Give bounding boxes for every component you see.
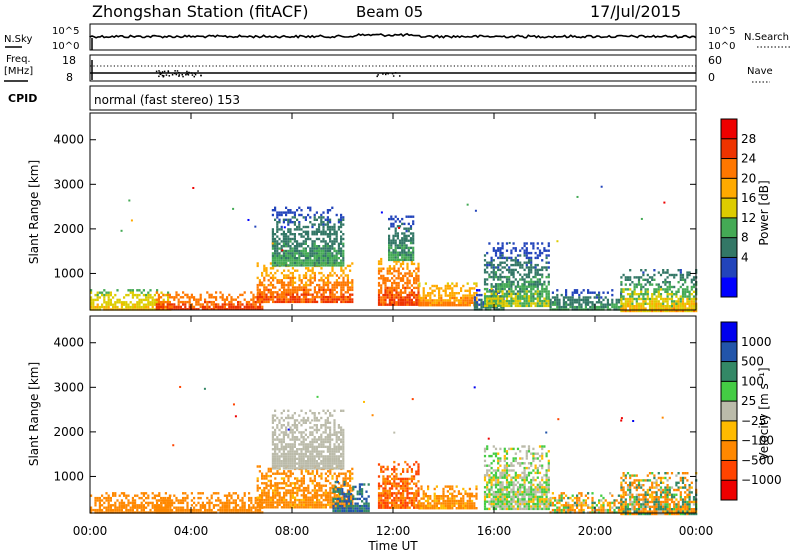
colorbar-swatch [721,178,737,199]
nave-tick-top: 60 [708,54,722,67]
time-tick-label: 04:00 [174,524,209,538]
time-tick-label: 16:00 [477,524,512,538]
power-ylabel: Slant Range [km] [27,160,41,264]
colorbar-tick-label: 16 [741,191,756,205]
velocity-data-cells [90,385,698,516]
power-colorbar-label: Power [dB] [757,180,771,245]
colorbar-tick-label: 28 [741,132,756,146]
range-tick-label: 3000 [53,177,84,191]
date-label: 17/Jul/2015 [590,2,681,21]
cpid-text: normal (fast stereo) 153 [94,93,240,107]
power-colorbar: 28 24 20 16 12 8 4 [720,118,756,298]
colorbar-swatch [721,257,737,278]
range-tick-label: 3000 [53,380,84,394]
colorbar-swatch [721,341,737,362]
freq-tick-top: 18 [62,54,76,67]
colorbar-swatch [721,198,737,219]
velocity-colorbar-label: Velocity [m s⁻¹] [757,367,771,460]
colorbar-swatch [721,119,737,140]
colorbar-tick-label: 20 [741,171,756,185]
nsky-trace [89,32,697,50]
velocity-ylabel: Slant Range [km] [27,362,41,466]
power-panel: 1000 2000 3000 4000 Slant Range [km] 28 24 20… [27,112,771,313]
time-tick-label: 00:00 [679,524,714,538]
colorbar-tick-label: 24 [741,152,756,166]
freq-label: Freq. [6,54,31,65]
range-tick-label: 2000 [53,222,84,236]
colorbar-tick-label: −100 [741,434,774,448]
range-tick-label: 4000 [53,336,84,350]
freq-unit-label: [MHz] [4,66,33,77]
colorbar-tick-label: −25 [741,414,766,428]
colorbar-tick-label: 1000 [741,335,772,349]
colorbar-swatch [721,460,737,481]
nsearch-tick-top: 10^5 [708,26,735,37]
colorbar-swatch [721,277,737,298]
time-axis: 00:00 04:00 08:00 12:00 16:00 20:00 00:00 [73,113,714,538]
freq-tick-bottom: 8 [66,71,73,84]
colorbar-swatch [721,322,737,343]
colorbar-tick-label: −1000 [741,473,782,487]
time-tick-label: 12:00 [376,524,411,538]
cpid-label: CPID [8,92,37,105]
station-title: Zhongshan Station (fitACF) [92,2,309,21]
freq-trace [90,60,696,80]
nave-label: Nave [747,66,773,77]
colorbar-tick-label: 12 [741,211,756,225]
power-yaxis: 1000 2000 3000 4000 [53,133,696,280]
colorbar-swatch [721,440,737,461]
colorbar-swatch [721,138,737,159]
cpid-panel [89,85,697,111]
colorbar-swatch [721,217,737,238]
nsky-tick-bottom: 10^0 [52,41,79,52]
range-tick-label: 1000 [53,266,84,280]
colorbar-swatch [721,401,737,422]
time-tick-label: 00:00 [73,524,108,538]
range-tick-label: 2000 [53,425,84,439]
colorbar-swatch [721,158,737,179]
time-axis-label: Time UT [367,539,418,553]
nave-tick-bottom: 0 [708,71,715,84]
colorbar-swatch [721,480,737,501]
nsky-label: N.Sky [4,34,32,45]
colorbar-tick-label: 4 [741,250,749,264]
velocity-colorbar: 1000 500 100 25 −25 −100 −500 −1000 [720,321,782,501]
nsearch-label: N.Search [744,32,789,43]
colorbar-tick-label: 500 [741,355,764,369]
colorbar-tick-label: 8 [741,231,749,245]
colorbar-tick-label: 25 [741,394,756,408]
colorbar-swatch [721,381,737,402]
range-tick-label: 4000 [53,133,84,147]
colorbar-tick-label: 100 [741,374,764,388]
colorbar-swatch [721,361,737,382]
nsearch-tick-bottom: 10^0 [708,41,735,52]
colorbar-swatch [721,420,737,441]
beam-label: Beam 05 [356,3,423,21]
power-data-cells [90,185,698,313]
velocity-panel: 1000 2000 3000 4000 Slant Range [km] 1000 50… [27,315,782,516]
velocity-yaxis: 1000 2000 3000 4000 [53,336,696,483]
nsky-tick-top: 10^5 [52,26,79,37]
time-tick-label: 20:00 [578,524,613,538]
time-tick-label: 08:00 [275,524,310,538]
freq-panel [89,54,697,82]
colorbar-tick-label: −500 [741,453,774,467]
colorbar-swatch [721,237,737,258]
range-tick-label: 1000 [53,469,84,483]
